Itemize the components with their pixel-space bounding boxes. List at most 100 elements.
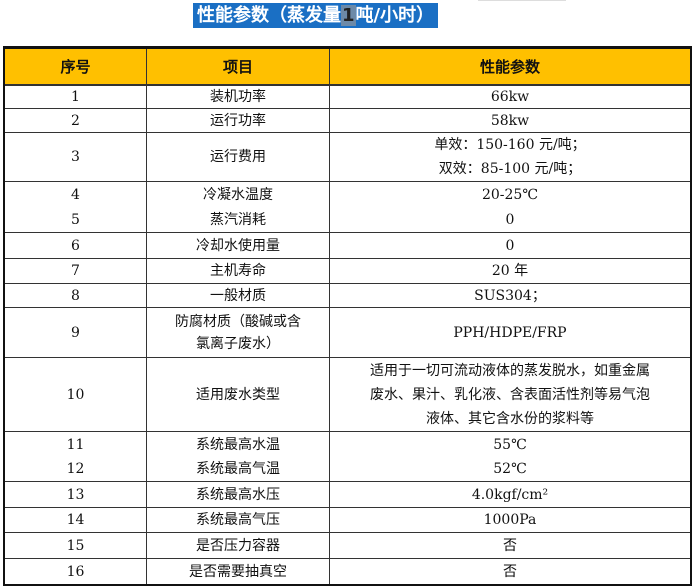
item-text: 冷凝水温度 <box>203 186 273 203</box>
row-item: 运行费用 <box>147 133 330 181</box>
value-text: PPH/HDPE/FRP <box>453 324 567 341</box>
table-row: 12 系统最高气温 52℃ <box>5 457 690 481</box>
table-row: 7 主机寿命 20 年 <box>5 258 690 283</box>
row-number: 6 <box>5 233 147 258</box>
row-item: 系统最高气温 <box>147 457 330 481</box>
value-text: 否 <box>503 563 517 580</box>
table-row: 5 蒸汽消耗 0 <box>5 207 690 232</box>
value-text: 单效：150-160 元/吨； <box>434 137 586 153</box>
row-item: 装机功率 <box>147 86 330 108</box>
table-row: 6 冷却水使用量 0 <box>5 232 690 258</box>
value-text: 55℃ <box>493 436 527 453</box>
value-text: 52℃ <box>493 461 527 477</box>
row-item: 是否需要抽真空 <box>147 559 330 584</box>
value-text: 66kw <box>490 89 530 105</box>
item-text: 运行费用 <box>210 149 266 165</box>
row-value: 20-25℃ <box>330 182 690 207</box>
row-value: 0 <box>330 207 690 232</box>
item-text: 装机功率 <box>210 89 266 105</box>
row-item: 主机寿命 <box>147 259 330 283</box>
item-text: 运行功率 <box>210 112 266 129</box>
table-row: 9 防腐材质（酸碱或含 氯离子废水） PPH/HDPE/FRP <box>5 307 690 357</box>
divider <box>478 0 566 1</box>
value-text: 58kw <box>490 112 530 129</box>
item-text: 系统最高水温 <box>196 436 280 453</box>
row-value: 单效：150-160 元/吨； 双效：85-100 元/吨； <box>330 133 690 181</box>
table-row: 13 系统最高水压 4.0kgf/cm² <box>5 481 690 507</box>
value-text: SUS304； <box>474 287 546 304</box>
row-number: 9 <box>5 308 147 357</box>
value-text: 废水、果汁、乳化液、含表面活性剂等易气泡 <box>370 386 650 403</box>
item-text: 冷却水使用量 <box>196 237 280 254</box>
row-value: 52℃ <box>330 457 690 481</box>
row-number: 2 <box>5 109 147 132</box>
row-value: 66kw <box>330 86 690 108</box>
row-number: 13 <box>5 482 147 507</box>
value-text: 20-25℃ <box>481 186 539 203</box>
value-text: 20 年 <box>491 263 529 279</box>
row-value: 4.0kgf/cm² <box>330 482 690 507</box>
table-row: 2 运行功率 58kw <box>5 108 690 132</box>
row-number: 11 <box>5 432 147 457</box>
row-value: 否 <box>330 559 690 584</box>
title-highlight: 1 <box>341 5 356 26</box>
row-number: 15 <box>5 533 147 558</box>
item-text: 主机寿命 <box>210 263 266 279</box>
row-item: 蒸汽消耗 <box>147 207 330 232</box>
item-text: 是否压力容器 <box>196 537 280 554</box>
row-value: 否 <box>330 533 690 558</box>
row-number: 7 <box>5 259 147 283</box>
row-number: 10 <box>5 358 147 431</box>
item-text: 是否需要抽真空 <box>189 563 287 580</box>
row-value: 0 <box>330 233 690 258</box>
row-number: 14 <box>5 508 147 532</box>
row-item: 冷凝水温度 <box>147 182 330 207</box>
value-text: 液体、其它含水份的浆料等 <box>426 410 594 427</box>
row-item: 系统最高水压 <box>147 482 330 507</box>
row-value: 55℃ <box>330 432 690 457</box>
row-value: 适用于一切可流动液体的蒸发脱水，如重金属 废水、果汁、乳化液、含表面活性剂等易气泡… <box>330 358 690 431</box>
row-item: 系统最高气压 <box>147 508 330 532</box>
table-row: 15 是否压力容器 否 <box>5 532 690 558</box>
row-value: 20 年 <box>330 259 690 283</box>
row-value: SUS304； <box>330 284 690 307</box>
item-text: 氯离子废水） <box>196 335 280 352</box>
item-text: 系统最高气温 <box>196 461 280 477</box>
table-row: 14 系统最高气压 1000Pa <box>5 507 690 532</box>
item-text: 系统最高水压 <box>196 486 280 503</box>
table-row: 4 冷凝水温度 20-25℃ <box>5 181 690 207</box>
row-number: 12 <box>5 457 147 481</box>
table-row: 8 一般材质 SUS304； <box>5 283 690 307</box>
row-item: 一般材质 <box>147 284 330 307</box>
row-item: 防腐材质（酸碱或含 氯离子废水） <box>147 308 330 357</box>
row-number: 5 <box>5 207 147 232</box>
row-value: 58kw <box>330 109 690 132</box>
row-value: PPH/HDPE/FRP <box>330 308 690 357</box>
value-text: 否 <box>503 537 517 554</box>
title-text-end: 吨/小时） <box>355 5 435 26</box>
row-number: 16 <box>5 559 147 584</box>
table-row: 16 是否需要抽真空 否 <box>5 558 690 584</box>
title-text: 性能参数（蒸发量 <box>197 5 341 26</box>
table-row: 3 运行费用 单效：150-160 元/吨； 双效：85-100 元/吨； <box>5 132 690 181</box>
table-header: 序号 项目 性能参数 <box>5 49 690 86</box>
item-text: 一般材质 <box>210 287 266 304</box>
value-text: 0 <box>505 237 515 254</box>
item-text: 适用废水类型 <box>196 386 280 403</box>
value-text: 双效：85-100 元/吨； <box>438 161 582 177</box>
value-text: 0 <box>505 211 515 228</box>
row-number: 3 <box>5 133 147 181</box>
item-text: 系统最高气压 <box>196 512 280 528</box>
table-row: 11 系统最高水温 55℃ <box>5 431 690 457</box>
performance-table: 序号 项目 性能参数 1 装机功率 66kw 2 运行功率 58kw 3 运行费用 单效：150… <box>3 46 692 586</box>
page-title: 性能参数（蒸发量1吨/小时） <box>193 3 439 28</box>
row-number: 1 <box>5 86 147 108</box>
value-text: 1000Pa <box>483 512 537 528</box>
header-value: 性能参数 <box>479 57 540 76</box>
row-item: 冷却水使用量 <box>147 233 330 258</box>
row-item: 适用废水类型 <box>147 358 330 431</box>
header-item: 项目 <box>147 49 330 84</box>
table-row: 10 适用废水类型 适用于一切可流动液体的蒸发脱水，如重金属 废水、果汁、乳化液、含表… <box>5 357 690 431</box>
item-text: 蒸汽消耗 <box>210 211 266 228</box>
row-item: 运行功率 <box>147 109 330 132</box>
